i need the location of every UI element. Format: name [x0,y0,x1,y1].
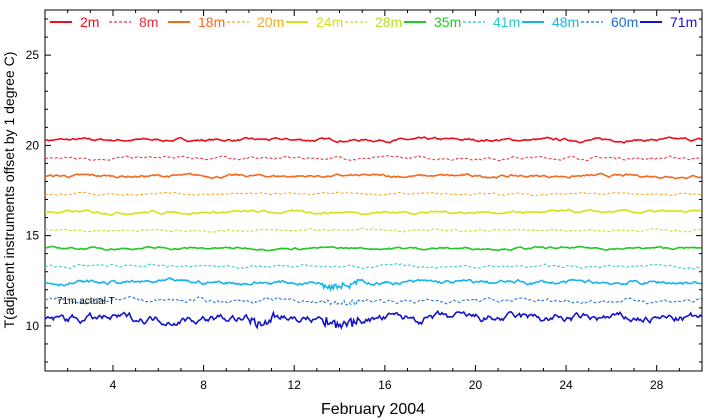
x-tick-label: 24 [559,378,573,392]
series-line-2m [44,136,702,144]
x-axis-ticks: 4 8 12 16 20 24 28 [44,10,703,392]
x-tick-label: 12 [288,378,302,392]
legend-label-41m: 41m [493,14,520,30]
legend-label-28m: 28m [375,14,402,30]
plot-frame [44,9,703,372]
legend-label-71m: 71m [670,14,697,30]
x-tick-label: 4 [110,378,117,392]
series-lines [44,136,703,330]
legend-label-8m: 8m [139,14,158,30]
plot-area: 4 8 12 16 20 24 28 10 15 20 25 71m actual T [26,9,703,392]
series-line-35m [44,245,702,252]
legend-label-60m: 60m [611,14,638,30]
y-axis-label: T(adjacent instruments offset by 1 degre… [1,52,17,329]
x-tick-label: 20 [469,378,483,392]
series-line-18m [44,172,702,180]
series-line-28m [44,227,702,233]
legend-label-20m: 20m [257,14,284,30]
legend-label-35m: 35m [434,14,461,30]
series-line-20m [44,191,702,197]
y-axis-ticks: 10 15 20 25 [26,18,702,363]
series-line-41m [44,262,702,270]
x-tick-label: 8 [200,378,207,392]
y-tick-label: 15 [26,229,40,243]
series-line-48m [44,276,702,293]
legend: 2m 8m 18m 20m 24m 28m 35m 41m 48m 60m 71m [50,14,697,30]
series-line-71m [44,309,703,330]
x-axis-label: February 2004 [321,401,425,418]
series-line-8m [44,154,702,162]
legend-label-18m: 18m [198,14,225,30]
legend-label-2m: 2m [80,14,99,30]
annotation-71m-actual-t: 71m actual T [57,296,115,307]
legend-label-24m: 24m [316,14,343,30]
x-tick-label: 28 [650,378,664,392]
y-tick-label: 20 [26,138,40,152]
y-tick-label: 25 [26,48,40,62]
legend-label-48m: 48m [552,14,579,30]
series-line-60m [45,295,702,307]
x-tick-label: 16 [378,378,392,392]
series-line-24m [44,208,703,216]
y-tick-label: 10 [26,319,40,333]
